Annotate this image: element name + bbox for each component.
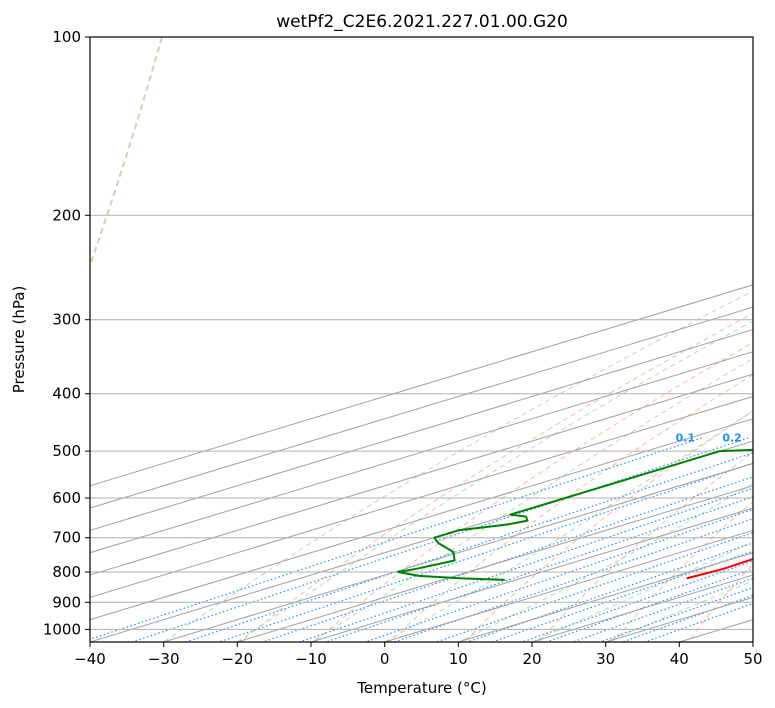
x-tick-label: 40 <box>670 650 689 668</box>
dry-adiabat <box>538 451 753 642</box>
y-tick-label: 800 <box>52 563 81 581</box>
mixing-ratio-line <box>131 437 749 642</box>
mixing-ratio-line <box>467 542 753 642</box>
dry-adiabat <box>463 410 753 642</box>
chart-title: wetPf2_C2E6.2021.227.01.00.G20 <box>276 12 568 32</box>
isotherm-line <box>90 351 753 554</box>
y-tick-label: 200 <box>52 206 81 224</box>
x-axis-label: Temperature (°C) <box>356 679 486 697</box>
x-tick-label: 50 <box>743 650 762 668</box>
x-tick-label: −40 <box>74 650 106 668</box>
isotherm-line <box>90 418 753 621</box>
grid <box>90 37 753 630</box>
mixing-ratio-line <box>572 577 753 642</box>
dewpoint-profile <box>397 448 753 581</box>
x-tick-label: 10 <box>449 650 468 668</box>
isotherm-line <box>310 507 753 642</box>
moist-adiabat <box>163 290 753 642</box>
x-tick-label: 0 <box>380 650 390 668</box>
isotherm-line <box>90 395 753 598</box>
y-tick-label: 100 <box>52 28 81 46</box>
isotherm-line <box>90 284 753 487</box>
mixing-ratio-line <box>394 518 753 642</box>
x-tick-label: 20 <box>522 650 541 668</box>
y-axis: 100 200 300 400 500 600 700 800 900 1000 <box>43 28 90 638</box>
y-tick-label: 1000 <box>43 620 81 638</box>
x-axis: −40 −30 −20 −10 0 10 20 30 40 50 <box>74 642 763 668</box>
isotherm-line <box>90 328 753 531</box>
profile-series <box>397 448 753 581</box>
mixing-ratio-line <box>90 437 702 640</box>
isotherm-line <box>237 485 753 642</box>
isotherm-line <box>90 306 753 509</box>
y-tick-label: 700 <box>52 529 81 547</box>
dry-adiabat <box>239 312 753 642</box>
isotherm-line <box>90 373 753 576</box>
y-tick-label: 600 <box>52 489 81 507</box>
mixing-ratio-line <box>218 462 753 642</box>
y-tick-label: 500 <box>52 442 81 460</box>
mixing-ratio-line <box>262 476 753 642</box>
mixing-ratio-label: 0.1 <box>676 431 696 444</box>
x-tick-label: −30 <box>148 650 180 668</box>
isoline-labels: 0.10.20.40.611.52346810131620253036-100-… <box>676 431 742 444</box>
isotherm-line <box>163 462 753 642</box>
y-tick-label: 300 <box>52 311 81 329</box>
y-axis-label: Pressure (hPa) <box>10 286 28 394</box>
isotherm-line <box>384 529 753 642</box>
mixing-ratio-line <box>521 560 753 642</box>
plot-frame <box>89 36 754 643</box>
reference-lines <box>90 37 753 642</box>
x-tick-label: 30 <box>596 650 615 668</box>
x-tick-label: −20 <box>221 650 253 668</box>
y-tick-label: 900 <box>52 593 81 611</box>
freezing-level-arc <box>90 37 163 269</box>
y-tick-label: 400 <box>52 385 81 403</box>
mixing-ratio-label: 0.2 <box>722 431 742 444</box>
isotherm-line <box>90 440 753 642</box>
mixing-ratio-line <box>365 508 753 642</box>
x-tick-label: −10 <box>295 650 327 668</box>
